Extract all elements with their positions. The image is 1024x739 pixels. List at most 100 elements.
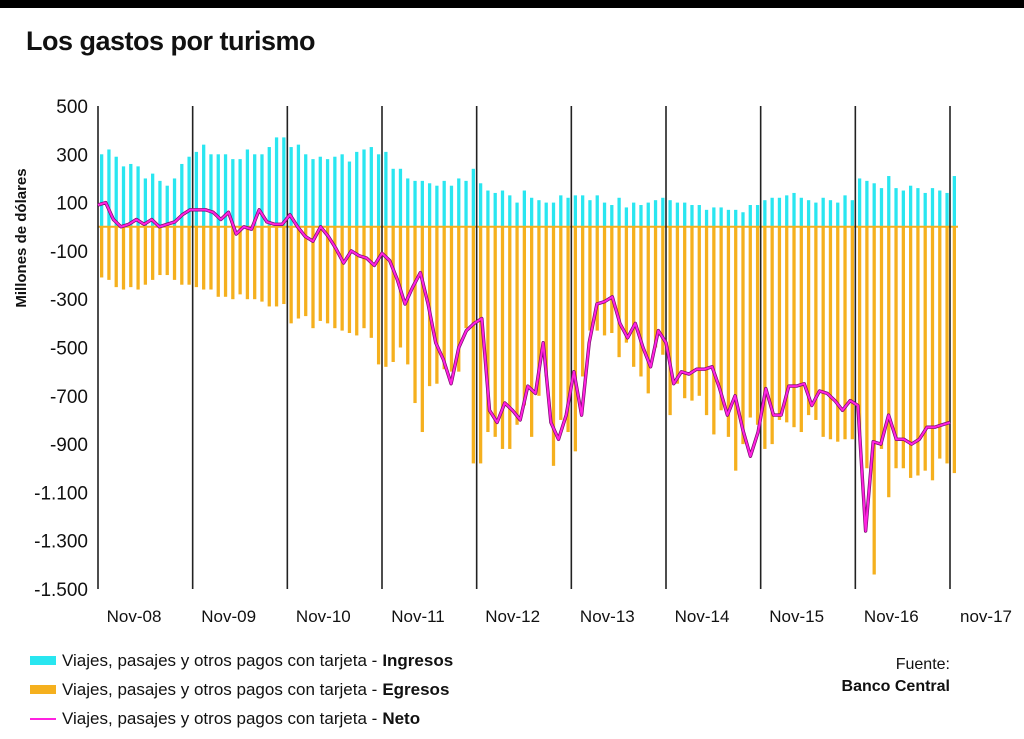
bar-egresos — [602, 226, 607, 336]
bar-ingresos — [624, 207, 629, 227]
bar-egresos — [107, 226, 111, 280]
bar-ingresos — [697, 205, 701, 227]
bar-egresos — [508, 226, 512, 449]
bar-ingresos — [500, 190, 505, 227]
bar-egresos — [595, 226, 599, 331]
bar-ingresos — [632, 202, 636, 227]
bar-egresos — [734, 226, 738, 471]
bar-ingresos — [442, 180, 446, 227]
bar-ingresos — [194, 151, 199, 227]
bar-egresos — [376, 226, 381, 365]
bar-ingresos — [296, 144, 301, 227]
bar-ingresos — [617, 197, 621, 227]
bar-egresos — [304, 226, 308, 317]
bar-egresos — [704, 226, 709, 416]
bar-ingresos — [726, 209, 731, 227]
bar-egresos — [646, 226, 650, 394]
bar-ingresos — [267, 147, 271, 227]
bar-ingresos — [136, 166, 140, 227]
x-tick-label: Nov-08 — [107, 607, 162, 626]
y-tick-label: -300 — [50, 290, 88, 311]
bar-ingresos — [413, 180, 417, 227]
y-tick-label: -700 — [50, 387, 88, 408]
bar-egresos — [821, 226, 825, 437]
bar-ingresos — [530, 197, 534, 227]
bar-ingresos — [712, 207, 716, 227]
bar-ingresos — [661, 197, 665, 227]
bar-egresos — [850, 226, 854, 440]
bar-egresos — [121, 226, 126, 290]
bar-egresos — [799, 226, 803, 433]
bar-ingresos — [814, 202, 818, 227]
bar-egresos — [683, 226, 687, 399]
y-axis-label: Millones de dólares — [13, 168, 30, 307]
bar-egresos — [223, 226, 228, 297]
bar-egresos — [253, 226, 257, 300]
y-tick-label: -1.300 — [34, 532, 88, 553]
bar-egresos — [719, 226, 723, 411]
chart-title: Los gastos por turismo — [26, 26, 316, 56]
bar-ingresos — [515, 202, 519, 227]
bar-egresos — [887, 226, 891, 498]
bar-ingresos — [806, 200, 811, 227]
bar-egresos — [114, 226, 118, 288]
bar-egresos — [471, 226, 475, 464]
bar-ingresos — [165, 185, 169, 227]
bar-ingresos — [566, 197, 570, 227]
y-tick-label: -1.100 — [34, 483, 88, 504]
source-name: Banco Central — [841, 678, 950, 695]
legend-swatch-ingresos — [30, 656, 56, 665]
bar-egresos — [908, 226, 913, 478]
bar-ingresos — [435, 185, 439, 227]
bar-ingresos — [355, 151, 359, 227]
bar-ingresos — [143, 178, 148, 227]
bar-egresos — [624, 226, 629, 343]
y-tick-label: -100 — [50, 242, 88, 263]
bar-egresos — [202, 226, 206, 290]
x-tick-label: Nov-14 — [675, 607, 730, 626]
bar-egresos — [559, 226, 563, 420]
bar-egresos — [632, 226, 636, 367]
top-rule — [0, 0, 1024, 8]
bar-ingresos — [158, 180, 162, 227]
bar-egresos — [726, 226, 731, 437]
bar-ingresos — [325, 159, 330, 227]
bar-ingresos — [879, 188, 884, 227]
bar-ingresos — [704, 209, 709, 227]
bar-egresos — [843, 226, 847, 440]
bar-egresos — [347, 226, 352, 334]
y-tick-label: -500 — [50, 339, 88, 360]
bar-ingresos — [187, 156, 191, 227]
bar-ingresos — [304, 154, 308, 227]
bar-egresos — [945, 226, 949, 464]
bar-ingresos — [602, 202, 607, 227]
bar-egresos — [165, 226, 169, 276]
bar-egresos — [449, 226, 454, 372]
legend-bold-ingresos: Ingresos — [382, 650, 454, 670]
bar-ingresos — [260, 154, 264, 227]
bar-egresos — [187, 226, 191, 285]
bar-ingresos — [457, 178, 461, 227]
bar-ingresos — [741, 212, 745, 227]
legend-bold-egresos: Egresos — [382, 679, 450, 699]
bar-ingresos — [223, 154, 228, 227]
bar-ingresos — [719, 207, 723, 227]
bar-ingresos — [675, 202, 680, 227]
bar-egresos — [741, 226, 745, 445]
bar-ingresos — [551, 202, 556, 227]
bar-egresos — [770, 226, 774, 445]
bar-egresos — [938, 226, 942, 459]
legend-text-neto: Viajes, pasajes y otros pagos con tarjet… — [62, 708, 378, 728]
x-tick-label: Nov-13 — [580, 607, 635, 626]
bar-ingresos — [406, 178, 410, 227]
y-tick-label: -1.500 — [34, 580, 88, 601]
bar-egresos — [930, 226, 935, 481]
bar-egresos — [763, 226, 767, 449]
bar-ingresos — [362, 149, 366, 227]
bar-egresos — [551, 226, 556, 466]
bar-egresos — [209, 226, 213, 290]
x-tick-label: Nov-11 — [391, 607, 445, 626]
bar-egresos — [566, 226, 570, 433]
bar-egresos — [872, 226, 876, 575]
bar-ingresos — [916, 188, 920, 227]
